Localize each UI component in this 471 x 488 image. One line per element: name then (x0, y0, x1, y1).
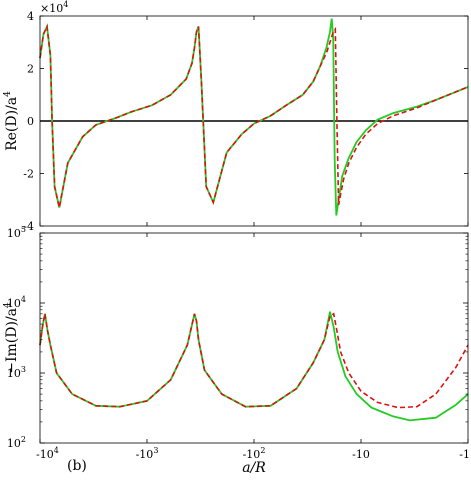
bottom-y-axis-title-main: −Im(D)/a (4, 308, 20, 374)
top-y-multiplier-exponent: 4 (63, 0, 68, 9)
top-y-tick-label: -4 (23, 220, 34, 233)
top-y-tick-label: 4 (27, 10, 34, 23)
bottom-y-axis-title: −Im(D)/a4 (3, 302, 20, 374)
bottom-x-tick-label: -104 (36, 446, 59, 461)
top-y-tick-label: -2 (23, 168, 34, 181)
top-x-ticks (39, 16, 469, 226)
panel-label: (b) (67, 458, 87, 474)
top-series-solid (39, 18, 469, 216)
bottom-x-tick-label: -1 (459, 448, 470, 461)
top-y-multiplier: ×104 (40, 0, 68, 15)
bottom-panel-frame (39, 232, 469, 444)
bottom-y-tick-label: 104 (7, 295, 26, 310)
top-y-axis-title-main: Re(D)/a (4, 97, 20, 151)
bottom-plot-area (39, 311, 469, 422)
top-series-dashed (39, 23, 469, 208)
bottom-y-axis-title-power: 4 (3, 302, 13, 308)
bottom-series-dashed (39, 312, 469, 409)
bottom-panel: 102 103 104 105 -104 -103 -102 -10 -1 −Im(D)/a4… (3, 225, 470, 476)
bottom-y-tick-label: 105 (7, 225, 26, 240)
top-y-tick-label: 0 (27, 115, 34, 128)
top-y-multiplier-base: ×10 (40, 2, 63, 15)
bottom-x-tick-label: -10 (352, 448, 370, 461)
bottom-y-tick-label: 103 (7, 365, 26, 380)
bottom-series-solid (39, 311, 469, 422)
top-y-axis-title-power: 4 (3, 91, 13, 97)
top-y-axis: -4 -2 0 2 4 (23, 10, 468, 233)
top-y-tick-label: 2 (27, 63, 34, 76)
top-plot-area (39, 18, 469, 216)
bottom-y-axis: 102 103 104 105 (7, 225, 468, 450)
bottom-x-axis: -104 -103 -102 -10 -1 (36, 233, 470, 461)
bottom-y-tick-label: 102 (7, 435, 26, 450)
x-axis-title: a/R (242, 460, 266, 476)
bottom-x-tick-label: -102 (243, 446, 266, 461)
top-y-axis-title: Re(D)/a4 (3, 91, 20, 151)
bottom-x-tick-label: -103 (136, 446, 159, 461)
